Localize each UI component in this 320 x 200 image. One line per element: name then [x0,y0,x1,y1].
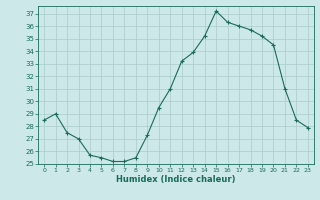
X-axis label: Humidex (Indice chaleur): Humidex (Indice chaleur) [116,175,236,184]
